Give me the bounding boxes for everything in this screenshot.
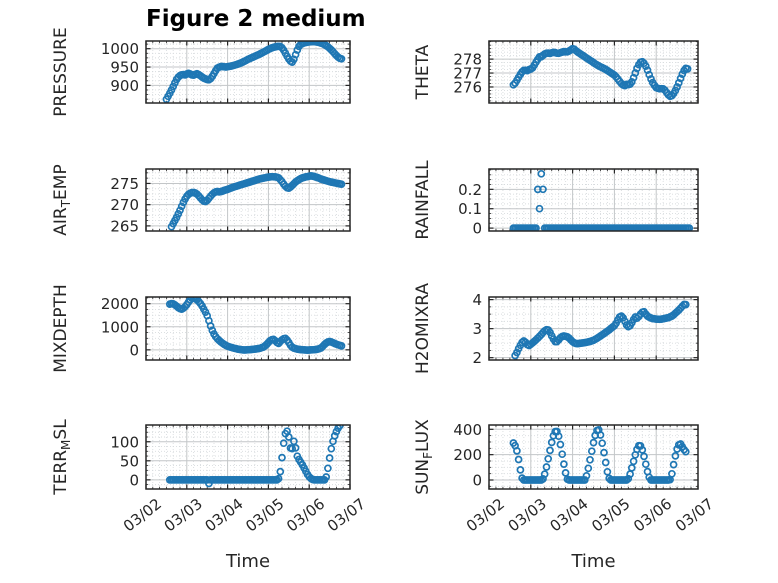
svg-text:270: 270 xyxy=(110,196,139,214)
y-tick-labels-air-temp: 265 270 275 xyxy=(110,175,139,235)
series-rainfall xyxy=(509,169,694,231)
y-tick-labels-mixdepth: 0 1000 2000 xyxy=(101,295,139,359)
svg-text:0: 0 xyxy=(472,472,482,490)
svg-text:277: 277 xyxy=(453,65,482,83)
x-axis-label-left: Time xyxy=(225,551,271,572)
y-axis-label-terr-msl: TERRMSL xyxy=(51,419,73,496)
series-theta xyxy=(509,44,692,101)
axes-box-h2omixra xyxy=(488,296,699,361)
series-terr-msl xyxy=(165,425,344,488)
y-axis-label-air-temp: AIRTEMP xyxy=(51,164,73,235)
svg-text:03/03: 03/03 xyxy=(161,495,206,536)
svg-text:0.1: 0.1 xyxy=(458,200,482,218)
axes-box-mixdepth xyxy=(145,296,351,361)
y-tick-labels-sun-flux: 0 200 400 xyxy=(453,421,482,490)
series-air-temp xyxy=(167,172,346,231)
svg-text:03/04: 03/04 xyxy=(201,495,246,536)
y-axis-label-theta: THETA xyxy=(413,44,433,100)
svg-text:03/02: 03/02 xyxy=(120,495,165,536)
grid-air-temp xyxy=(145,169,351,231)
y-axis-label-rainfall: RAINFALL xyxy=(413,160,433,240)
svg-text:278: 278 xyxy=(453,51,482,69)
svg-text:276: 276 xyxy=(453,78,482,96)
svg-text:3: 3 xyxy=(472,320,482,338)
svg-text:4: 4 xyxy=(472,291,482,309)
svg-text:03/05: 03/05 xyxy=(588,495,633,536)
svg-text:03/07: 03/07 xyxy=(672,495,717,536)
svg-text:200: 200 xyxy=(453,446,482,464)
axes-box-air-temp xyxy=(145,168,351,232)
subplot-mixdepth: 0 1000 2000 MIXDEPTH xyxy=(51,284,351,373)
series-pressure xyxy=(162,41,346,103)
svg-text:0.2: 0.2 xyxy=(458,181,482,199)
svg-text:0: 0 xyxy=(129,341,139,359)
svg-text:50: 50 xyxy=(120,452,139,470)
grid-rainfall xyxy=(488,169,699,231)
svg-text:03/06: 03/06 xyxy=(283,495,328,536)
svg-text:0: 0 xyxy=(129,471,139,489)
axes-box-rainfall xyxy=(488,168,699,232)
svg-text:950: 950 xyxy=(110,59,139,77)
svg-text:400: 400 xyxy=(453,421,482,439)
svg-text:100: 100 xyxy=(110,433,139,451)
svg-text:1000: 1000 xyxy=(101,40,139,58)
svg-text:275: 275 xyxy=(110,175,139,193)
subplot-rainfall: 0 0.10.2 RAINFALL xyxy=(413,160,699,240)
svg-text:03/03: 03/03 xyxy=(505,495,550,536)
y-axis-label-h2omixra: H2OMIXRA xyxy=(413,283,433,374)
svg-text:03/02: 03/02 xyxy=(463,495,508,536)
x-axis-label-right: Time xyxy=(571,551,616,572)
y-axis-label-sun-flux: SUNFLUX xyxy=(413,419,435,495)
series-sun-flux xyxy=(509,426,690,484)
svg-text:03/06: 03/06 xyxy=(630,495,675,536)
svg-text:1000: 1000 xyxy=(101,318,139,336)
axes-box-theta xyxy=(488,40,699,104)
figure-title: Figure 2 medium xyxy=(146,6,366,32)
grid-terr-msl xyxy=(145,425,351,489)
series-mixdepth xyxy=(165,297,346,354)
series-h2omixra xyxy=(511,300,690,360)
y-tick-labels-rainfall: 0 0.10.2 xyxy=(458,181,482,238)
axes-box-pressure xyxy=(145,40,351,104)
axes-box-terr-msl xyxy=(145,424,351,490)
svg-text:03/04: 03/04 xyxy=(546,495,591,536)
axes-box-sun-flux xyxy=(488,424,699,490)
subplot-air-temp: 265 270 275 AIRTEMP xyxy=(51,164,351,236)
y-axis-label-mixdepth: MIXDEPTH xyxy=(51,284,71,373)
svg-text:265: 265 xyxy=(110,217,139,235)
svg-text:900: 900 xyxy=(110,77,139,95)
y-axis-label-pressure: PRESSURE xyxy=(51,27,71,116)
y-tick-labels-h2omixra: 2 3 4 xyxy=(472,291,482,367)
svg-text:2: 2 xyxy=(472,349,482,367)
subplot-h2omixra: 2 3 4 H2OMIXRA xyxy=(413,283,699,374)
svg-text:2000: 2000 xyxy=(101,295,139,313)
svg-text:03/07: 03/07 xyxy=(324,495,369,536)
subplot-sun-flux: 0200400SUNFLUX03/0203/0303/0403/0503/060… xyxy=(413,419,717,536)
grid-pressure xyxy=(145,41,351,103)
svg-text:0: 0 xyxy=(472,220,482,238)
svg-text:03/05: 03/05 xyxy=(242,495,287,536)
